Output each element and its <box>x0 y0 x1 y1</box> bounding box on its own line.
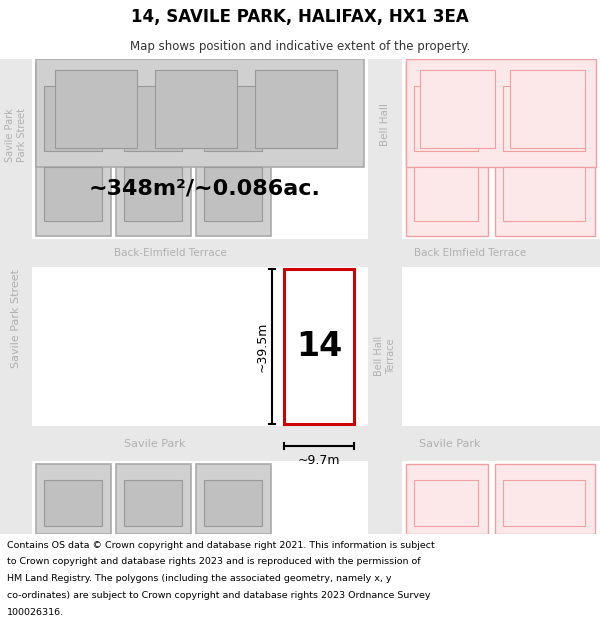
Bar <box>406 464 488 534</box>
Bar <box>414 86 478 151</box>
Bar <box>124 481 182 526</box>
Bar <box>0 426 600 461</box>
Text: Back-Elmfield Terrace: Back-Elmfield Terrace <box>113 248 226 258</box>
Bar <box>503 86 585 151</box>
Bar <box>55 70 137 148</box>
Text: Map shows position and indicative extent of the property.: Map shows position and indicative extent… <box>130 40 470 52</box>
Text: ~348m²/~0.086ac.: ~348m²/~0.086ac. <box>89 179 321 199</box>
Text: to Crown copyright and database rights 2023 and is reproduced with the permissio: to Crown copyright and database rights 2… <box>7 558 421 566</box>
Bar <box>368 59 402 534</box>
Bar <box>0 239 600 267</box>
Text: 100026316.: 100026316. <box>7 608 64 617</box>
Text: Back Elmfield Terrace: Back Elmfield Terrace <box>414 248 526 258</box>
Text: HM Land Registry. The polygons (including the associated geometry, namely x, y: HM Land Registry. The polygons (includin… <box>7 574 392 583</box>
Bar <box>420 70 495 148</box>
Text: Savile Park
Park Street: Savile Park Park Street <box>5 108 27 162</box>
Bar <box>284 269 354 424</box>
Bar <box>406 64 488 236</box>
Text: co-ordinates) are subject to Crown copyright and database rights 2023 Ordnance S: co-ordinates) are subject to Crown copyr… <box>7 591 431 600</box>
Bar <box>196 64 271 236</box>
Bar <box>116 64 191 236</box>
Text: Contains OS data © Crown copyright and database right 2021. This information is : Contains OS data © Crown copyright and d… <box>7 541 435 550</box>
Text: 14: 14 <box>296 330 342 363</box>
Bar <box>196 464 271 534</box>
Bar <box>495 464 595 534</box>
Text: Savile Park: Savile Park <box>124 439 186 449</box>
Bar <box>414 481 478 526</box>
Bar <box>414 168 478 221</box>
Text: ~39.5m: ~39.5m <box>256 321 269 372</box>
Bar <box>44 481 102 526</box>
Bar <box>124 86 182 151</box>
Bar <box>510 70 585 148</box>
Bar <box>36 59 364 168</box>
Bar <box>255 70 337 148</box>
Bar <box>204 86 262 151</box>
Text: 14, SAVILE PARK, HALIFAX, HX1 3EA: 14, SAVILE PARK, HALIFAX, HX1 3EA <box>131 8 469 26</box>
Bar <box>204 168 262 221</box>
Text: Bell Hall
Terrace: Bell Hall Terrace <box>374 336 396 376</box>
Bar <box>0 59 32 534</box>
Bar <box>44 168 102 221</box>
Bar <box>36 64 111 236</box>
Bar <box>204 481 262 526</box>
Bar <box>124 168 182 221</box>
Bar <box>503 481 585 526</box>
Bar <box>36 464 111 534</box>
Bar <box>406 59 596 168</box>
Bar <box>503 168 585 221</box>
Bar <box>116 464 191 534</box>
Text: Savile Park Street: Savile Park Street <box>11 269 21 368</box>
Text: ~9.7m: ~9.7m <box>298 454 340 468</box>
Text: Savile Park: Savile Park <box>419 439 481 449</box>
Bar <box>44 86 102 151</box>
Bar <box>155 70 237 148</box>
Text: Bell Hall: Bell Hall <box>380 102 390 146</box>
Bar <box>495 64 595 236</box>
